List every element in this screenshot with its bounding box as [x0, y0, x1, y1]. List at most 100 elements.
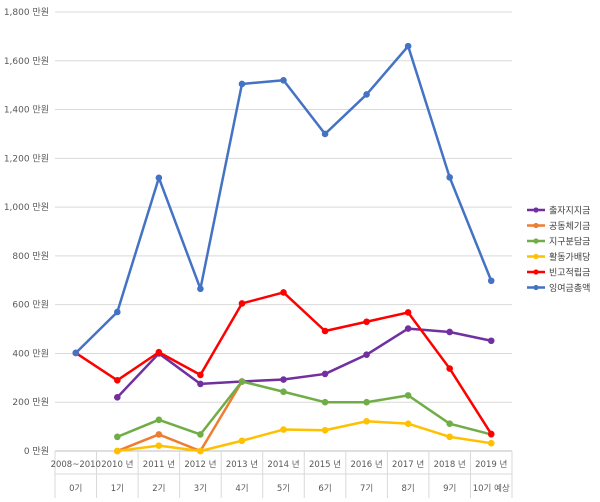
x-tick-label: 2013 년: [226, 459, 258, 470]
series: [72, 42, 495, 455]
data-point: [363, 351, 370, 358]
legend-label: 빈고적립금: [549, 267, 590, 279]
legend-label: 공동체기금: [549, 221, 590, 232]
data-point: [487, 337, 495, 345]
data-point: [114, 308, 121, 316]
data-point: [487, 430, 495, 438]
data-point: [363, 91, 370, 98]
x-tick-label-period: 3기: [194, 484, 207, 494]
y-tick-label: 1,400 만원: [4, 105, 49, 116]
legend-swatch-marker: [533, 238, 539, 244]
legend-swatch-marker: [533, 284, 539, 291]
data-point: [197, 431, 204, 438]
x-tick-label-period: 1기: [111, 484, 124, 494]
x-tick-label: 2015 년: [309, 459, 341, 470]
series-빈고적립금: [72, 289, 495, 438]
data-point: [238, 300, 246, 307]
y-tick-label: 200 만원: [12, 397, 49, 408]
series-line: [116, 380, 492, 439]
series-공동체기금: [114, 378, 246, 455]
x-tick-label-period: 4기: [235, 484, 248, 494]
data-point: [446, 433, 453, 441]
data-point: [404, 325, 412, 332]
data-point: [72, 349, 80, 357]
series-잉여금총액: [72, 42, 495, 357]
data-point: [321, 398, 329, 406]
data-point: [114, 376, 121, 384]
legend-item: 공동체기금: [527, 221, 590, 232]
data-point: [197, 285, 204, 293]
y-tick-label: 1,800 만원: [4, 7, 49, 18]
data-point: [404, 392, 412, 399]
x-tick-label-period: 8기: [402, 484, 415, 494]
data-point: [321, 426, 329, 434]
axes: 0 만원 200 만원 400 만원 600 만원 800 만원 1,000 만원 1,20…: [4, 7, 513, 498]
legend-item: 활동가배당: [527, 251, 590, 263]
legend-item: 잉여금총액: [527, 282, 590, 294]
legend-swatch-marker: [533, 207, 539, 213]
data-point: [446, 420, 453, 427]
data-point: [155, 174, 163, 182]
gridlines: [55, 11, 512, 452]
legend-swatch-marker: [533, 269, 539, 275]
legend-item: 빈고적립금: [527, 267, 590, 279]
data-point: [321, 130, 329, 138]
x-tick-label-period: 5기: [277, 484, 290, 494]
legend-swatch-marker: [533, 253, 539, 260]
data-point: [446, 365, 453, 372]
data-point: [363, 398, 370, 406]
data-point: [114, 447, 121, 455]
x-tick-label-period: 6기: [318, 484, 331, 494]
y-tick-label: 800 만원: [12, 251, 49, 262]
series-출자지지금: [114, 325, 495, 401]
data-point: [404, 420, 412, 427]
data-point: [280, 426, 287, 433]
data-point: [155, 442, 163, 449]
data-point: [446, 328, 453, 336]
legend-label: 잉여금총액: [549, 282, 590, 294]
data-point: [238, 378, 246, 385]
x-tick-label-period: 2기: [152, 484, 165, 494]
y-tick-label: 400 만원: [12, 348, 49, 359]
x-tick-label: 2008~2010: [51, 460, 101, 470]
x-tick-label: 2014 년: [267, 459, 299, 470]
data-point: [280, 289, 287, 296]
data-point: [487, 277, 495, 285]
x-tick-label: 2018 년: [434, 459, 466, 470]
y-tick-label: 600 만원: [12, 300, 49, 311]
data-point: [197, 371, 204, 379]
x-tick-label-period: 7기: [360, 484, 373, 494]
series-line: [75, 291, 493, 435]
x-tick-label-period: 0기: [69, 484, 82, 494]
series-line: [74, 44, 493, 354]
legend-label: 지구분담금: [549, 236, 590, 248]
x-tick-label: 2011 년: [143, 459, 175, 470]
y-tick-label: 0 만원: [24, 446, 49, 457]
series-line: [116, 380, 244, 453]
data-point: [321, 370, 329, 378]
data-point: [197, 380, 204, 388]
y-tick-label: 1,000 만원: [4, 202, 49, 213]
series-line: [117, 419, 492, 453]
x-tick-label-period: 10기 예상: [473, 483, 510, 494]
x-tick-label: 2012 년: [184, 459, 216, 470]
data-point: [363, 318, 370, 326]
data-point: [280, 76, 287, 84]
data-point: [404, 309, 412, 316]
data-point: [363, 417, 370, 425]
y-tick-label: 1,200 만원: [4, 153, 49, 164]
data-point: [155, 416, 163, 424]
data-point: [238, 80, 246, 88]
data-point: [114, 433, 121, 441]
legend-label: 활동가배당: [549, 251, 590, 263]
legend-label: 출자지지금: [549, 206, 590, 217]
data-point: [321, 327, 329, 335]
data-point: [280, 376, 287, 383]
legend-item: 지구분담금: [527, 236, 590, 248]
data-point: [238, 437, 246, 445]
data-point: [155, 348, 163, 356]
data-point: [280, 388, 287, 396]
